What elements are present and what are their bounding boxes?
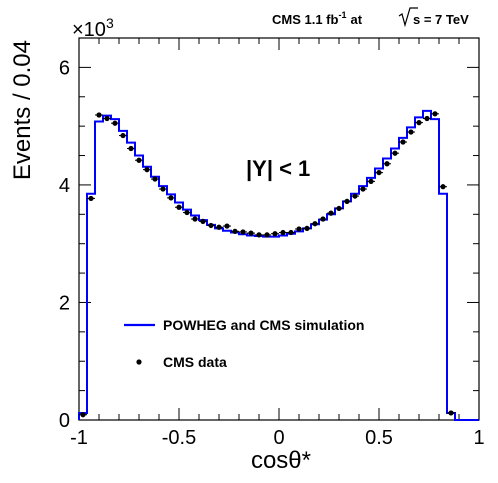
data-point xyxy=(399,139,407,145)
data-point xyxy=(327,210,335,216)
data-point xyxy=(239,229,247,235)
rapidity-cut-label: |Y| < 1 xyxy=(246,156,310,181)
data-point xyxy=(143,167,151,173)
y-multiplier-label: ×103 xyxy=(72,15,114,41)
data-point xyxy=(95,112,103,118)
data-point xyxy=(103,115,111,122)
data-point xyxy=(431,111,439,117)
sqrt-symbol xyxy=(398,7,418,28)
y-tick-label: 6 xyxy=(59,57,70,79)
cms-header: CMS 1.1 fb-1 at xyxy=(272,10,363,27)
simulation-histogram xyxy=(78,109,479,421)
data-point xyxy=(191,216,199,222)
data-point xyxy=(111,120,119,126)
svg-text:s = 7 TeV: s = 7 TeV xyxy=(413,12,469,27)
data-point xyxy=(127,145,135,152)
data-point xyxy=(367,178,375,184)
data-point xyxy=(303,225,311,232)
data-point xyxy=(215,224,223,230)
axis-ticks: -1 -0.5 0 0.5 1 0 2 4 6 xyxy=(59,37,485,449)
series-layer xyxy=(78,109,479,421)
data-point xyxy=(159,186,167,192)
data-point xyxy=(231,228,239,234)
y-axis-title: Events / 0.04 xyxy=(9,40,36,180)
legend-data-label: CMS data xyxy=(163,354,227,370)
x-tick-label: 0.5 xyxy=(365,427,393,449)
x-tick-label: 1 xyxy=(473,427,484,449)
y-tick-label: 0 xyxy=(59,410,70,432)
data-point xyxy=(87,195,95,202)
y-tick-label: 4 xyxy=(59,175,70,197)
sqrt-s-label: s = 7 TeV xyxy=(398,7,469,28)
data-point xyxy=(79,412,87,418)
data-point xyxy=(271,231,279,237)
x-tick-label: -1 xyxy=(70,427,88,449)
data-point xyxy=(135,157,143,163)
data-point xyxy=(383,161,391,167)
legend-data-marker xyxy=(136,359,142,365)
data-point xyxy=(183,209,191,216)
data-point xyxy=(247,230,255,236)
data-point xyxy=(223,223,231,229)
data-point xyxy=(391,150,399,156)
data-point xyxy=(415,120,423,126)
data-point xyxy=(287,229,295,236)
data-point xyxy=(439,184,447,190)
x-tick-label: -0.5 xyxy=(162,427,196,449)
data-point xyxy=(255,232,263,238)
data-point xyxy=(423,115,431,122)
data-point xyxy=(167,195,175,201)
legend-powheg-label: POWHEG and CMS simulation xyxy=(163,317,364,333)
data-point xyxy=(319,216,327,222)
data-point xyxy=(335,205,343,212)
data-point xyxy=(359,186,367,192)
data-point xyxy=(343,198,351,204)
data-point xyxy=(375,169,383,176)
data-point xyxy=(199,218,207,224)
data-point xyxy=(279,229,287,236)
data-point xyxy=(447,410,455,416)
x-tick-label: 0 xyxy=(273,427,284,449)
y-tick-label: 2 xyxy=(59,292,70,314)
data-point xyxy=(263,232,271,238)
x-axis-title: cosθ* xyxy=(251,447,311,474)
data-point xyxy=(311,221,319,227)
data-point xyxy=(175,204,183,210)
data-point xyxy=(207,222,215,229)
data-point xyxy=(295,226,303,232)
data-point xyxy=(119,132,127,139)
data-point xyxy=(151,176,159,182)
legend: POWHEG and CMS simulation CMS data xyxy=(124,317,364,370)
data-point xyxy=(407,129,415,135)
data-point xyxy=(351,193,359,199)
